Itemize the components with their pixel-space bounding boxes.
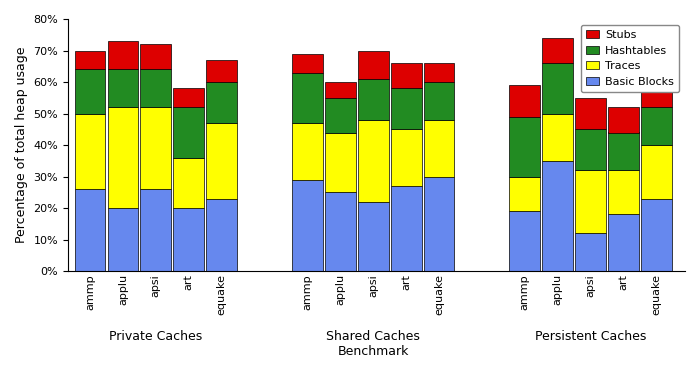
Bar: [424, 82, 454, 120]
Text: Persistent Caches: Persistent Caches: [535, 330, 646, 342]
Bar: [358, 51, 388, 79]
Bar: [75, 69, 106, 114]
Bar: [542, 38, 573, 63]
Bar: [391, 129, 421, 186]
Bar: [206, 123, 237, 199]
Bar: [141, 69, 172, 107]
Bar: [75, 114, 106, 189]
Text: Private Caches: Private Caches: [109, 330, 202, 342]
Bar: [141, 44, 172, 69]
Bar: [174, 88, 204, 107]
Bar: [206, 60, 237, 82]
Bar: [75, 189, 106, 271]
Bar: [391, 88, 421, 129]
Bar: [174, 158, 204, 208]
Bar: [292, 54, 323, 73]
Bar: [391, 63, 421, 88]
Bar: [206, 82, 237, 123]
Bar: [292, 123, 323, 180]
Bar: [141, 107, 172, 189]
Bar: [108, 69, 139, 107]
Bar: [358, 202, 388, 271]
Bar: [174, 107, 204, 158]
Bar: [510, 177, 540, 212]
Bar: [510, 85, 540, 117]
Bar: [424, 177, 454, 271]
Bar: [641, 107, 672, 145]
Bar: [358, 120, 388, 202]
Bar: [391, 186, 421, 271]
Bar: [108, 107, 139, 208]
Bar: [641, 85, 672, 107]
Bar: [542, 63, 573, 114]
Bar: [608, 214, 639, 271]
Bar: [575, 170, 606, 233]
Bar: [108, 208, 139, 271]
Bar: [325, 192, 356, 271]
Bar: [206, 199, 237, 271]
Bar: [575, 98, 606, 129]
Bar: [608, 132, 639, 170]
Bar: [608, 107, 639, 132]
Bar: [292, 180, 323, 271]
Bar: [108, 41, 139, 69]
Bar: [424, 63, 454, 82]
Bar: [542, 161, 573, 271]
Text: Shared Caches
Benchmark: Shared Caches Benchmark: [326, 330, 420, 357]
Legend: Stubs, Hashtables, Traces, Basic Blocks: Stubs, Hashtables, Traces, Basic Blocks: [580, 24, 680, 92]
Bar: [325, 82, 356, 98]
Bar: [575, 233, 606, 271]
Bar: [174, 208, 204, 271]
Bar: [325, 98, 356, 132]
Bar: [608, 170, 639, 214]
Bar: [358, 79, 388, 120]
Bar: [641, 145, 672, 199]
Bar: [641, 199, 672, 271]
Y-axis label: Percentage of total heap usage: Percentage of total heap usage: [15, 47, 28, 243]
Bar: [510, 117, 540, 177]
Bar: [325, 132, 356, 192]
Bar: [510, 211, 540, 271]
Bar: [292, 73, 323, 123]
Bar: [424, 120, 454, 177]
Bar: [542, 114, 573, 161]
Bar: [75, 51, 106, 69]
Bar: [141, 189, 172, 271]
Bar: [575, 129, 606, 170]
